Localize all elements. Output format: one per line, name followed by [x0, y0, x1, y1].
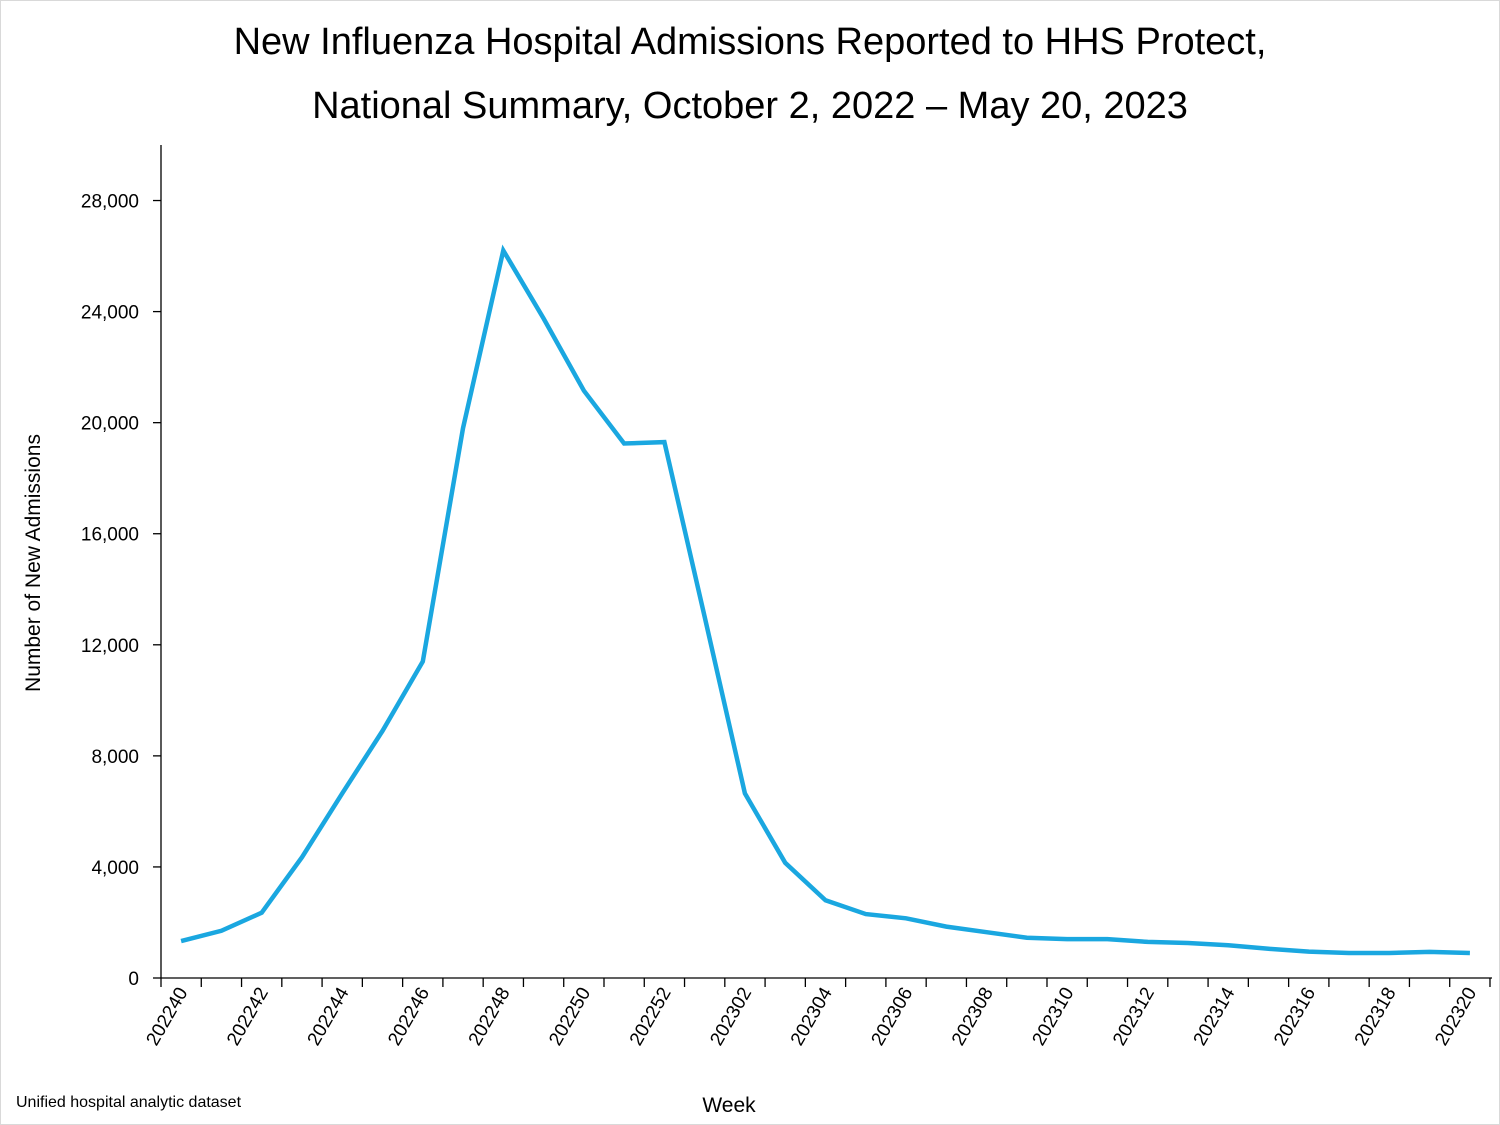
x-tick-label: 202244	[304, 984, 354, 1050]
y-tick-label: 24,000	[81, 303, 139, 324]
x-axis: 202240 202242 202244 202246 202248 202250 2022…	[143, 977, 1492, 1050]
y-axis: 0 4,000 8,000 12,000 16,000 20,000 24,000 28,00…	[81, 145, 162, 990]
y-tick-label: 16,000	[81, 525, 139, 546]
x-tick-label: 202310	[1029, 984, 1079, 1049]
chart-title-line-2: National Summary, October 2, 2022 – May …	[312, 85, 1188, 127]
x-tick-label: 202308	[948, 984, 998, 1049]
x-tick-label: 202314	[1190, 984, 1240, 1050]
x-tick-label: 202312	[1109, 984, 1159, 1049]
x-tick-label: 202242	[223, 984, 273, 1049]
x-tick-label: 202250	[545, 984, 595, 1049]
x-tick-label: 202320	[1431, 984, 1481, 1049]
x-tick-label: 202248	[465, 984, 515, 1049]
y-tick-label: 4,000	[91, 858, 139, 879]
x-tick-label: 202240	[143, 984, 193, 1049]
series-line	[180, 244, 1470, 956]
x-tick-label: 202246	[384, 984, 434, 1049]
x-tick-label: 202304	[787, 984, 837, 1050]
source-note: Unified hospital analytic dataset	[16, 1094, 242, 1111]
chart-title-line-1: New Influenza Hospital Admissions Report…	[233, 21, 1267, 63]
x-axis-title: Week	[702, 1094, 756, 1117]
x-tick-label: 202316	[1270, 984, 1320, 1049]
y-tick-label: 12,000	[81, 636, 139, 657]
series-group	[180, 244, 1470, 956]
x-tick-label: 202252	[626, 984, 676, 1049]
y-tick-label: 8,000	[91, 747, 139, 768]
x-tick-label: 202306	[867, 984, 917, 1049]
y-tick-label: 20,000	[81, 414, 139, 435]
chart-title: New Influenza Hospital Admissions Report…	[0, 10, 1500, 138]
x-tick-label: 202302	[706, 984, 756, 1049]
y-tick-label: 0	[128, 969, 139, 990]
y-axis-title: Number of New Admissions	[22, 434, 45, 692]
x-tick-label: 202318	[1351, 984, 1401, 1049]
y-tick-label: 28,000	[81, 192, 139, 213]
